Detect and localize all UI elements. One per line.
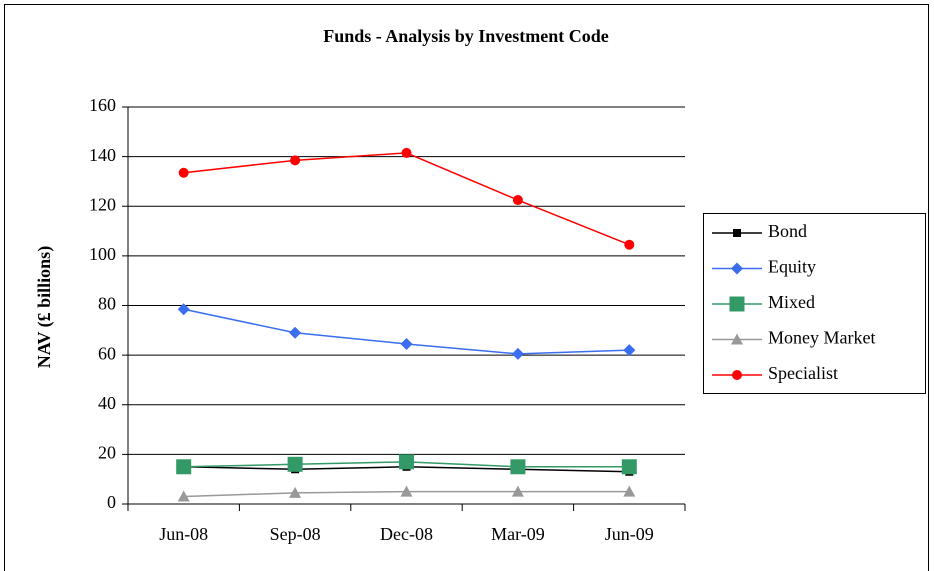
marker xyxy=(290,155,301,166)
y-tick-label: 80 xyxy=(98,294,116,314)
y-tick-label: 160 xyxy=(89,95,116,115)
marker xyxy=(733,229,741,237)
marker xyxy=(177,490,190,502)
x-tick-label: Jun-09 xyxy=(605,524,654,544)
legend-label: Specialist xyxy=(768,363,838,383)
marker xyxy=(624,239,635,250)
legend-label: Equity xyxy=(768,257,816,277)
y-tick-label: 20 xyxy=(98,443,116,463)
marker xyxy=(400,485,413,497)
legend-label: Money Market xyxy=(768,328,875,348)
legend-label: Mixed xyxy=(768,292,815,312)
legend-label: Bond xyxy=(768,221,807,241)
y-tick-label: 0 xyxy=(107,492,116,512)
y-tick-label: 60 xyxy=(98,343,116,363)
x-tick-label: Sep-08 xyxy=(270,524,321,544)
marker xyxy=(177,303,190,316)
marker xyxy=(511,485,524,497)
marker xyxy=(289,486,302,498)
marker xyxy=(623,344,636,357)
y-axis-label: NAV (£ billions) xyxy=(34,246,55,368)
y-tick-label: 40 xyxy=(98,393,116,413)
marker xyxy=(732,370,742,380)
marker xyxy=(511,347,524,360)
marker xyxy=(512,195,523,206)
marker xyxy=(176,459,192,475)
y-tick-label: 120 xyxy=(89,194,116,214)
marker xyxy=(287,456,303,472)
marker xyxy=(178,167,189,178)
marker xyxy=(731,333,743,345)
x-tick-label: Jun-08 xyxy=(159,524,208,544)
y-tick-label: 100 xyxy=(89,244,116,264)
marker xyxy=(401,147,412,158)
marker xyxy=(510,459,526,475)
marker xyxy=(731,262,743,275)
chart-title: Funds - Analysis by Investment Code xyxy=(323,26,609,46)
y-tick-label: 140 xyxy=(89,145,116,165)
marker xyxy=(729,296,745,312)
marker xyxy=(400,337,413,350)
marker xyxy=(289,326,302,339)
marker xyxy=(621,459,637,475)
x-tick-label: Mar-09 xyxy=(491,524,545,544)
x-tick-label: Dec-08 xyxy=(380,524,433,544)
marker xyxy=(399,454,414,470)
marker xyxy=(623,485,636,497)
